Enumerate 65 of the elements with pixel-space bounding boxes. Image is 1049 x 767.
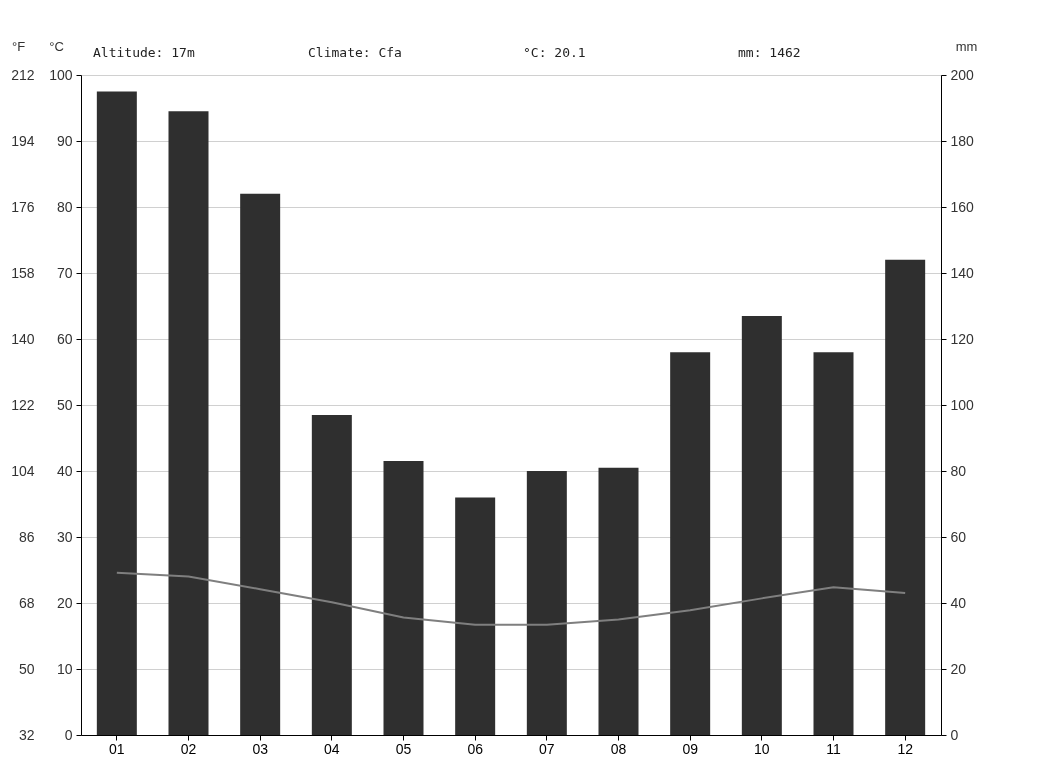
y3-tick-label: 86 [18, 528, 35, 545]
y3-tick-label: 104 [11, 462, 35, 479]
x-tick-label: 11 [826, 740, 841, 757]
bar [96, 91, 137, 735]
y-tick-label: 50 [56, 396, 73, 413]
y3-tick-label: 32 [18, 726, 35, 743]
y2-tick-label: 140 [950, 264, 975, 281]
x-tick-label: 12 [897, 740, 914, 757]
text: Altitude: 17m [93, 45, 195, 60]
x-tick-label: 08 [610, 740, 627, 757]
y-tick-label: 30 [56, 528, 73, 545]
y3-tick-label: 212 [11, 66, 35, 83]
x-tick-label: 06 [467, 740, 484, 757]
y-tick-label: 0 [64, 726, 73, 743]
y2-tick-label: 100 [950, 396, 975, 413]
y-tick-label: 80 [56, 198, 73, 215]
x-tick-label: 09 [682, 740, 699, 757]
y2-tick-label: 120 [950, 330, 975, 347]
text: °C: 20.1 [523, 45, 586, 60]
y2-tick-label: 0 [950, 726, 959, 743]
x-tick-label: 05 [395, 740, 412, 757]
x-tick-label: 03 [252, 740, 269, 757]
y3-tick-label: 68 [18, 594, 35, 611]
x-tick-label: 04 [324, 740, 340, 757]
y2-tick-label: 80 [950, 462, 967, 479]
y2-tick-label: 180 [950, 132, 975, 149]
y3-tick-label: 122 [11, 396, 35, 413]
y2-axis-title: mm [955, 38, 978, 54]
y-tick-label: 10 [56, 660, 73, 677]
y-tick-label: 40 [56, 462, 73, 479]
bar [741, 315, 782, 735]
x-tick-label: 01 [109, 740, 125, 757]
bar [813, 352, 854, 735]
bar [885, 259, 926, 735]
bar [598, 467, 639, 735]
bar [670, 352, 711, 735]
y3-tick-label: 176 [11, 198, 35, 215]
y-tick-label: 20 [56, 594, 73, 611]
y3-tick-label: 194 [11, 132, 35, 149]
y2-tick-label: 160 [950, 198, 975, 215]
y2-tick-label: 200 [950, 66, 975, 83]
text: Climate: Cfa [308, 45, 402, 60]
bar [526, 471, 567, 735]
y2-tick-label: 20 [950, 660, 967, 677]
y-tick-label: 60 [56, 330, 73, 347]
y3-tick-label: 158 [11, 264, 35, 281]
bar [455, 497, 496, 735]
bar [240, 193, 281, 735]
bar [311, 414, 352, 735]
x-tick-label: 02 [180, 740, 197, 757]
line-series [115, 571, 907, 626]
y-tick-label: 90 [56, 132, 73, 149]
y3-tick-label: 50 [18, 660, 35, 677]
y2-tick-label: 60 [950, 528, 967, 545]
y3-tick-label: 140 [11, 330, 35, 347]
x-tick-label: 10 [754, 740, 770, 757]
bar [383, 461, 424, 735]
bar [168, 111, 209, 735]
y-axis-title: °C [49, 38, 64, 54]
y2-tick-label: 40 [950, 594, 967, 611]
y-tick-label: 70 [56, 264, 73, 281]
y3-axis-title: °F [11, 38, 26, 54]
x-tick-label: 07 [539, 740, 555, 757]
y-tick-label: 100 [49, 66, 73, 83]
text: mm: 1462 [738, 45, 801, 60]
